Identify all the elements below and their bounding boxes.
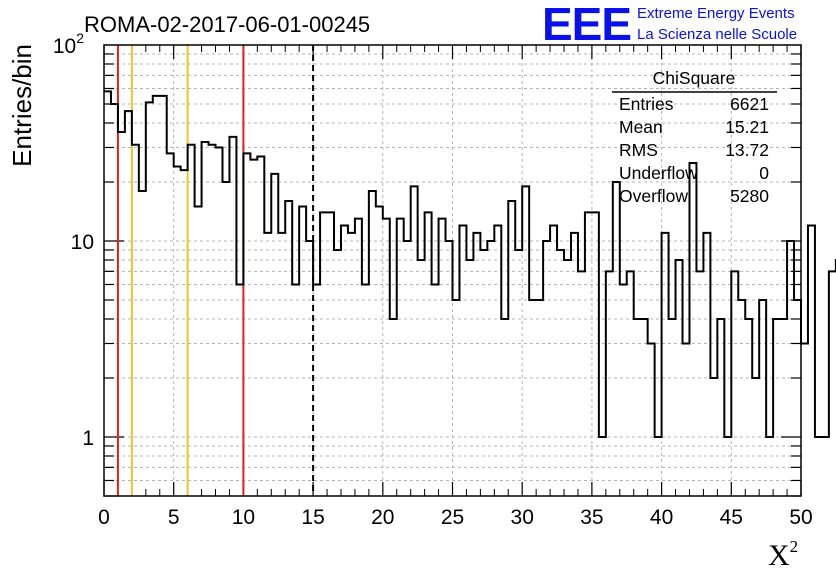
eee-logo-text: EEE (542, 0, 631, 50)
stats-value-rms: 13.72 (725, 140, 769, 160)
y-tick-label: 1 (82, 427, 94, 450)
histogram-outline (104, 90, 836, 438)
x-tick-label: 20 (371, 506, 394, 529)
stats-box: ChiSquare Entries 6621 Mean 15.21 RMS 13… (612, 68, 777, 206)
x-axis-label-main: X (768, 539, 790, 572)
x-tick-label: 35 (580, 506, 603, 529)
y-tick-label: 102 (53, 30, 84, 58)
x-tick-label: 45 (720, 506, 743, 529)
x-tick-label: 40 (650, 506, 673, 529)
y-tick-labels: 1 10 102 (53, 30, 94, 450)
histogram (104, 90, 836, 438)
stats-value-mean: 15.21 (725, 117, 769, 137)
y-axis-label: Entries/bin (7, 44, 37, 167)
x-tick-label: 10 (232, 506, 255, 529)
x-tick-label: 5 (168, 506, 180, 529)
x-tick-label: 15 (301, 506, 324, 529)
eee-logo: EEE Extreme Energy Events La Scienza nel… (542, 0, 797, 50)
logo-line-2: La Scienza nelle Scuole (637, 26, 797, 43)
stats-value-overflow: 5280 (730, 186, 769, 206)
x-tick-label: 0 (98, 506, 110, 529)
x-axis-label-superscript: 2 (790, 537, 799, 556)
stats-label-entries: Entries (619, 94, 674, 114)
stats-value-entries: 6621 (730, 94, 769, 114)
plot-frame (103, 44, 802, 497)
x-tick-label: 50 (789, 506, 812, 529)
logo-line-1: Extreme Energy Events (637, 5, 795, 22)
stats-label-mean: Mean (619, 117, 663, 137)
stats-title: ChiSquare (653, 68, 736, 88)
chart-title: ROMA-02-2017-06-01-00245 (84, 12, 370, 37)
x-tick-labels: 0 5 10 15 20 25 30 35 40 45 50 (98, 506, 813, 529)
x-axis-label: X2 (768, 537, 798, 572)
y-tick-label: 10 (71, 231, 94, 254)
x-tick-label: 25 (441, 506, 464, 529)
stats-label-overflow: Overflow (619, 186, 688, 206)
x-tick-label: 30 (511, 506, 534, 529)
stats-value-underflow: 0 (759, 163, 769, 183)
stats-label-rms: RMS (619, 140, 658, 160)
stats-label-underflow: Underflow (619, 163, 698, 183)
